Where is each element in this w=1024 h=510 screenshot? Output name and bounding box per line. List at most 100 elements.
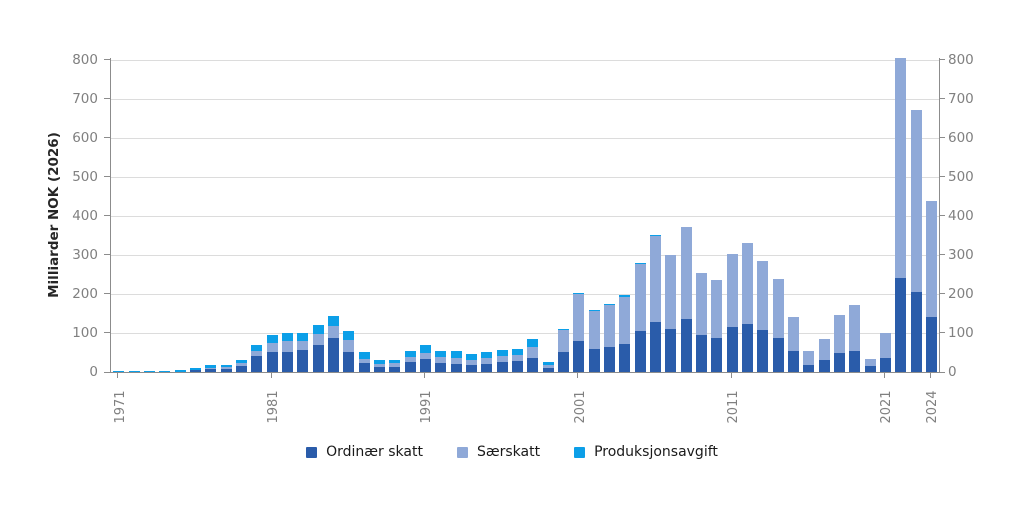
bar-1989[interactable]	[389, 359, 401, 372]
bar-2005[interactable]	[634, 263, 646, 372]
x-tick-label-2001: 2001	[572, 390, 588, 424]
y-tick-label-left-800: 800	[72, 51, 98, 68]
bar-2000[interactable]	[557, 328, 569, 372]
bar-1994[interactable]	[465, 353, 477, 372]
bar-segment-1996-series2	[496, 349, 508, 356]
bar-2004[interactable]	[619, 295, 631, 372]
bar-1976[interactable]	[189, 368, 201, 372]
bar-segment-2017-series1	[818, 339, 830, 360]
bar-1972[interactable]	[128, 371, 140, 372]
bar-2018[interactable]	[833, 314, 845, 372]
gridline-300	[111, 254, 939, 256]
bar-2009[interactable]	[695, 272, 707, 372]
bar-1992[interactable]	[435, 350, 447, 372]
bar-2016[interactable]	[803, 351, 815, 372]
bar-1987[interactable]	[358, 352, 370, 372]
produksjonsavgift-swatch	[574, 446, 586, 458]
bar-2008[interactable]	[680, 227, 692, 372]
bar-segment-1991-series0	[419, 359, 431, 372]
bar-2011[interactable]	[726, 254, 738, 372]
bar-segment-1990-series1	[404, 356, 416, 363]
bar-1983[interactable]	[297, 332, 309, 372]
bar-1974[interactable]	[159, 370, 171, 372]
bar-1973[interactable]	[143, 370, 155, 372]
bar-segment-2013-series1	[757, 260, 769, 331]
bar-segment-1991-series2	[419, 345, 431, 353]
bar-segment-1985-series2	[327, 315, 339, 326]
bar-segment-1994-series2	[465, 353, 477, 360]
y-tick-label-right-500: 500	[948, 168, 974, 185]
bar-2010[interactable]	[711, 279, 723, 372]
bar-segment-1981-series0	[266, 352, 278, 372]
y-tick-label-left-0: 0	[89, 364, 98, 380]
bar-segment-2016-series0	[803, 364, 815, 372]
x-tick-label-1981: 1981	[266, 390, 281, 424]
bar-2021[interactable]	[879, 332, 891, 372]
bar-segment-2007-series0	[665, 328, 677, 372]
bar-segment-2004-series2	[619, 295, 631, 297]
bar-segment-1995-series0	[481, 364, 493, 372]
bar-1979[interactable]	[235, 360, 247, 372]
bar-segment-1995-series2	[481, 352, 493, 359]
bar-2006[interactable]	[649, 235, 661, 372]
bar-1980[interactable]	[251, 345, 263, 372]
bar-segment-1993-series1	[450, 357, 462, 364]
x-tick-label-2011: 2011	[726, 390, 741, 424]
bar-segment-1971-series2	[113, 371, 125, 372]
bar-1993[interactable]	[450, 351, 462, 372]
bar-1982[interactable]	[281, 333, 293, 372]
y-tick-label-left-400: 400	[72, 207, 98, 224]
bar-2002[interactable]	[588, 309, 600, 372]
gridline-600	[111, 137, 939, 139]
bar-1986[interactable]	[343, 331, 355, 372]
bar-2022[interactable]	[895, 58, 907, 372]
bar-1981[interactable]	[266, 335, 278, 372]
bar-2019[interactable]	[849, 304, 861, 372]
legend-item-ordinaer-skatt[interactable]: Ordinær skatt	[306, 444, 423, 460]
bar-2023[interactable]	[910, 109, 922, 372]
bar-2014[interactable]	[772, 279, 784, 372]
bar-2024[interactable]	[925, 201, 937, 372]
bar-1971[interactable]	[113, 371, 125, 372]
bar-segment-2015-series0	[787, 351, 799, 372]
bar-1990[interactable]	[404, 350, 416, 372]
legend-item-produksjonsavgift[interactable]: Produksjonsavgift	[574, 444, 718, 460]
bar-2015[interactable]	[787, 316, 799, 372]
bar-segment-1993-series2	[450, 351, 462, 358]
bar-1984[interactable]	[312, 324, 324, 372]
bar-1985[interactable]	[327, 315, 339, 372]
bar-segment-2022-series0	[895, 278, 907, 372]
legend-label-ordinaer-skatt: Ordinær skatt	[326, 444, 423, 460]
bar-1977[interactable]	[205, 365, 217, 372]
bar-segment-2000-series1	[557, 330, 569, 352]
bar-2020[interactable]	[864, 359, 876, 372]
bar-segment-1983-series0	[297, 350, 309, 372]
bar-1978[interactable]	[220, 365, 232, 372]
bar-2001[interactable]	[573, 293, 585, 372]
x-tick-2001	[577, 373, 579, 378]
legend: Ordinær skatt Særskatt Produksjonsavgift	[0, 444, 1024, 460]
bar-2003[interactable]	[603, 303, 615, 372]
y-tick-left-700	[104, 98, 110, 100]
bar-2017[interactable]	[818, 339, 830, 372]
bar-1999[interactable]	[542, 361, 554, 372]
bar-1996[interactable]	[496, 349, 508, 372]
gridline-100	[111, 332, 939, 334]
bar-1988[interactable]	[373, 360, 385, 372]
bar-2013[interactable]	[757, 260, 769, 372]
legend-item-saerskatt[interactable]: Særskatt	[456, 444, 541, 460]
gridline-200	[111, 293, 939, 295]
y-tick-label-right-200: 200	[948, 285, 974, 302]
bar-1998[interactable]	[527, 339, 539, 372]
bar-1975[interactable]	[174, 370, 186, 372]
bar-segment-1988-series0	[373, 366, 385, 372]
bar-segment-1999-series0	[542, 368, 554, 372]
bar-1991[interactable]	[419, 345, 431, 372]
bar-1997[interactable]	[511, 348, 523, 372]
bar-1995[interactable]	[481, 352, 493, 372]
x-tick-1991	[423, 373, 425, 378]
bar-segment-2000-series0	[557, 351, 569, 372]
bar-2007[interactable]	[665, 254, 677, 372]
legend-label-saerskatt: Særskatt	[476, 444, 541, 460]
bar-2012[interactable]	[741, 243, 753, 372]
